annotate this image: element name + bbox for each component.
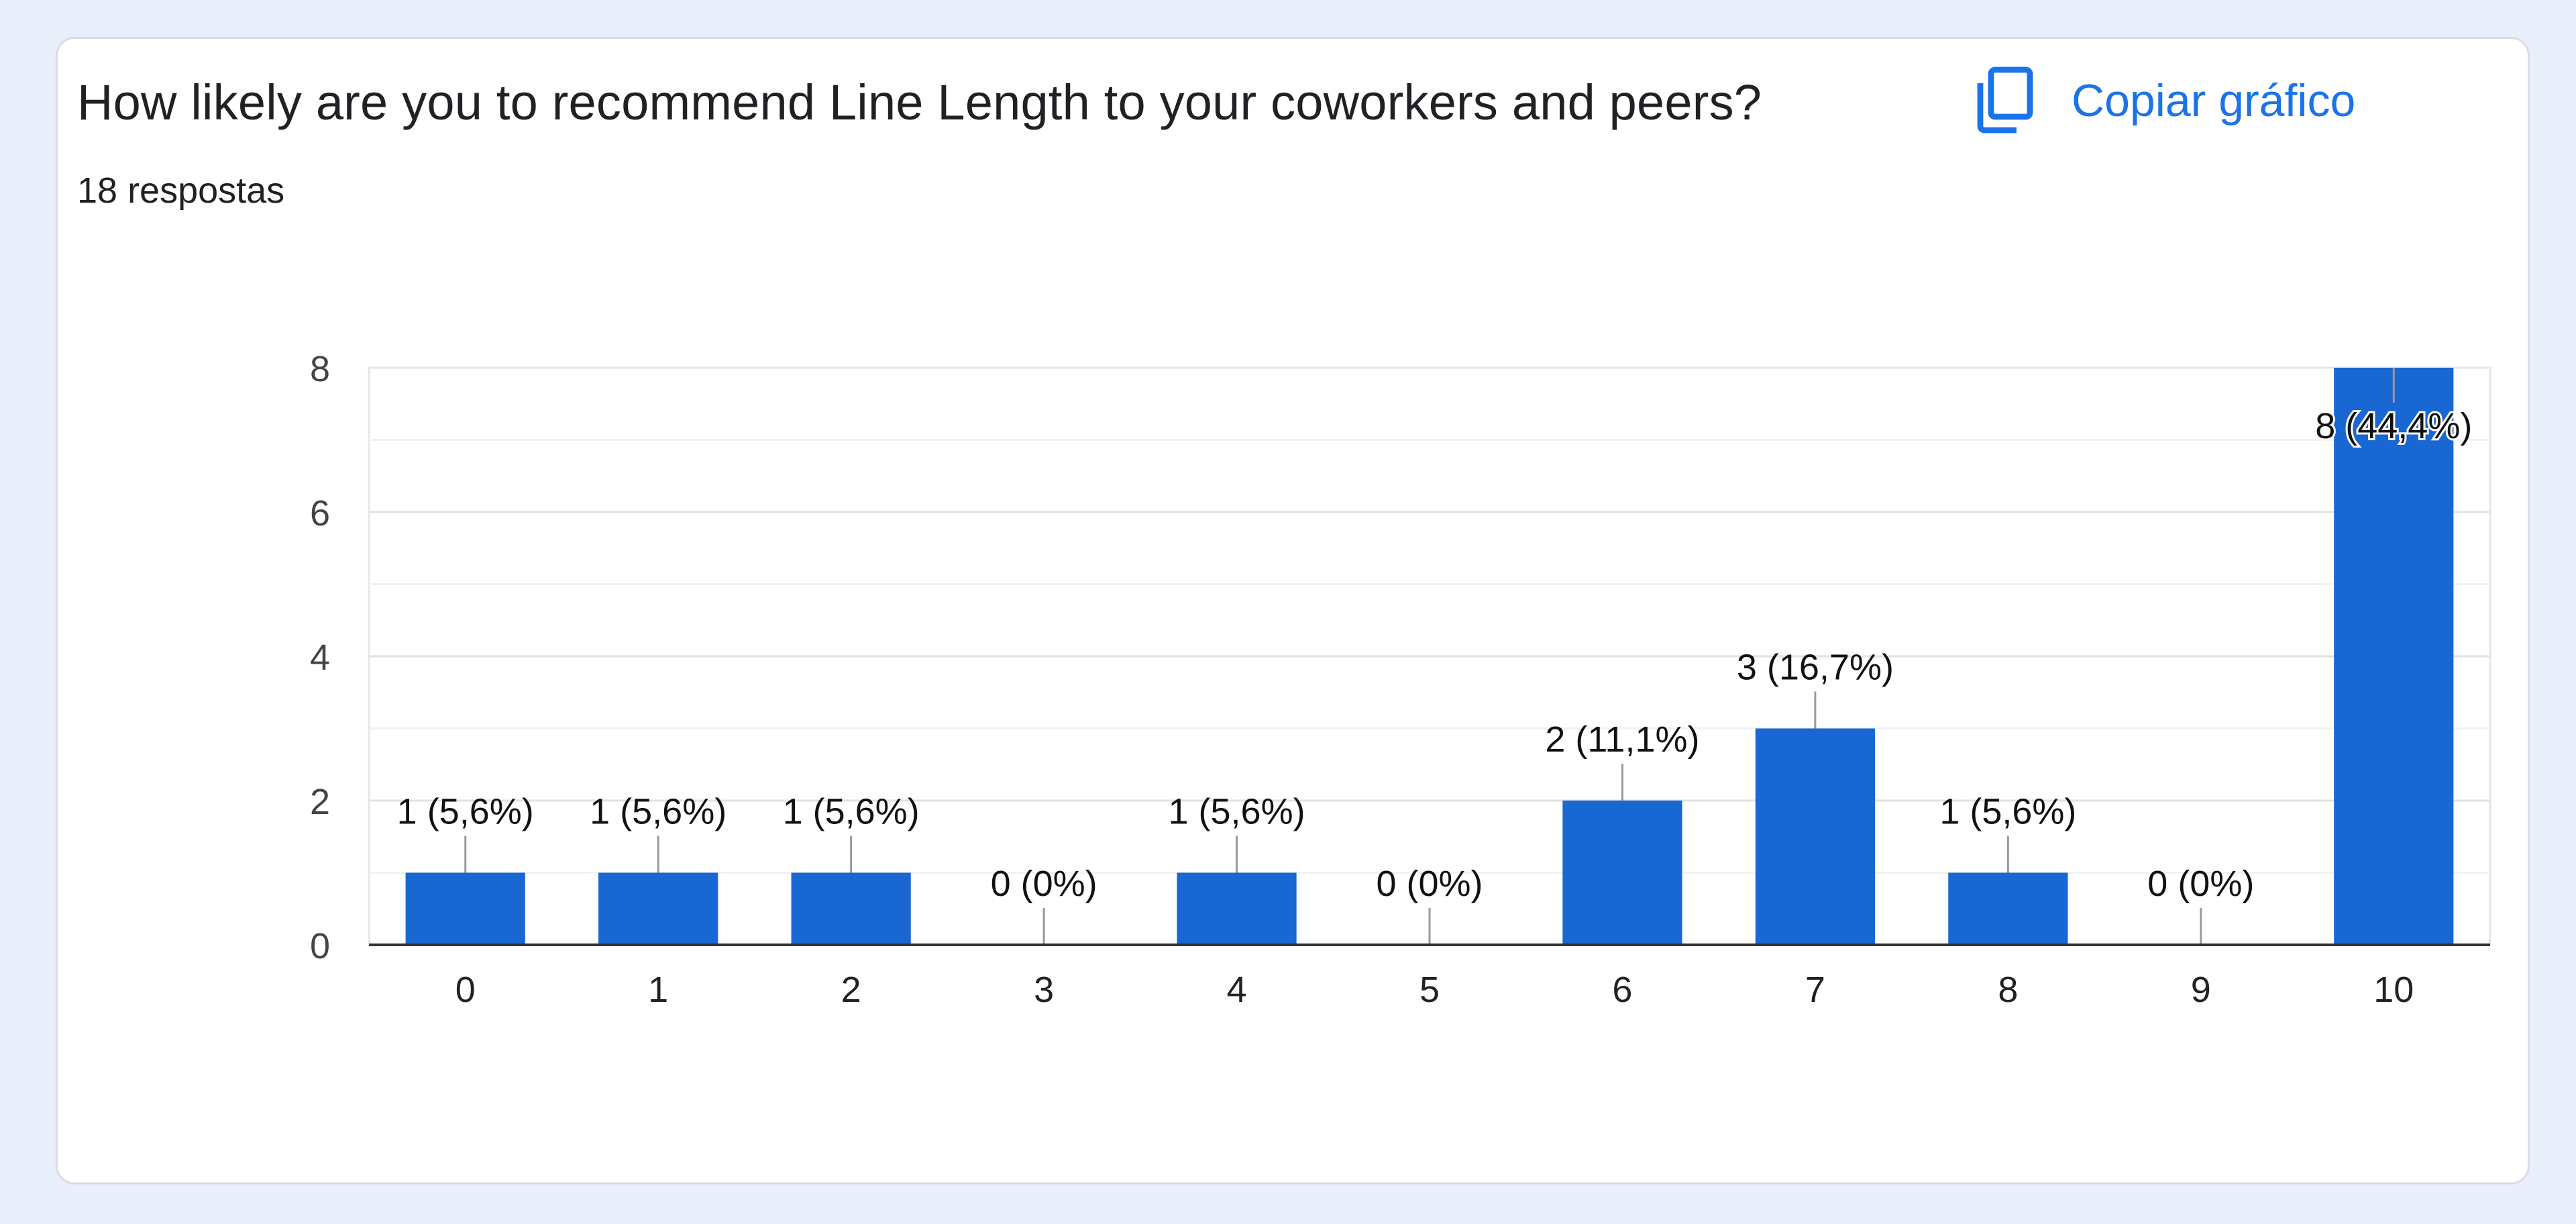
- response-count: 18 respostas: [77, 170, 285, 211]
- x-tick-label: 5: [1419, 970, 1440, 1010]
- x-tick-label: 10: [2373, 970, 2414, 1010]
- y-tick-label: 6: [310, 493, 330, 533]
- bar: [791, 872, 911, 945]
- question-title: How likely are you to recommend Line Len…: [77, 74, 1762, 130]
- data-label: 1 (5,6%): [1939, 792, 2076, 832]
- copy-chart-label: Copiar gráfico: [2072, 75, 2356, 126]
- data-label: 0 (0%): [991, 864, 1097, 904]
- copy-chart-button[interactable]: Copiar gráfico: [1972, 60, 2355, 141]
- copy-icon: [1977, 66, 2033, 134]
- data-label: 8 (44,4%): [2315, 406, 2472, 446]
- x-tick-label: 4: [1227, 970, 1247, 1010]
- y-tick-label: 0: [310, 926, 330, 966]
- data-label: 2 (11,1%): [1545, 719, 1699, 760]
- bar: [1562, 801, 1682, 945]
- x-tick-label: 3: [1034, 970, 1054, 1010]
- x-tick-label: 1: [648, 970, 668, 1010]
- x-tick-label: 6: [1612, 970, 1632, 1010]
- bar: [1948, 872, 2068, 945]
- bar: [405, 872, 525, 945]
- y-tick-label: 2: [310, 782, 330, 822]
- x-tick-label: 8: [1998, 970, 2018, 1010]
- data-label: 1 (5,6%): [783, 792, 920, 832]
- data-label: 1 (5,6%): [1168, 792, 1305, 832]
- data-label: 0 (0%): [2147, 864, 2254, 904]
- data-label: 1 (5,6%): [590, 792, 727, 832]
- y-tick-label: 4: [310, 638, 330, 678]
- chart-card: [56, 37, 2530, 1184]
- data-label: 0 (0%): [1376, 864, 1483, 904]
- y-tick-label: 8: [310, 349, 330, 389]
- x-tick-label: 9: [2191, 970, 2211, 1010]
- x-tick-label: 7: [1805, 970, 1825, 1010]
- bar: [1177, 872, 1297, 945]
- x-tick-label: 2: [841, 970, 861, 1010]
- bar: [1755, 728, 1876, 945]
- data-label: 1 (5,6%): [397, 792, 534, 832]
- x-tick-label: 0: [455, 970, 476, 1010]
- bar: [598, 872, 718, 945]
- data-label: 3 (16,7%): [1737, 648, 1894, 688]
- bar: [2334, 368, 2454, 945]
